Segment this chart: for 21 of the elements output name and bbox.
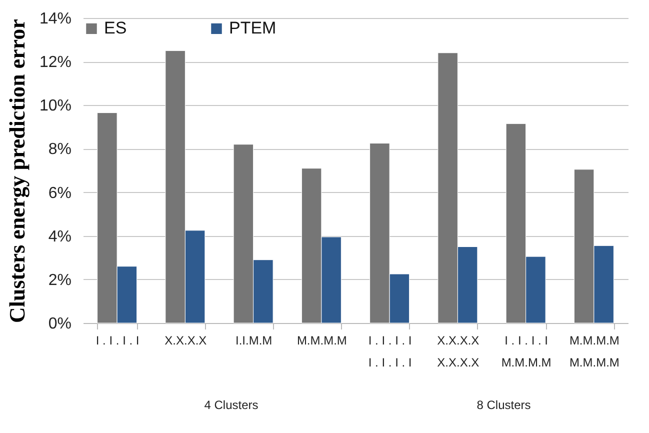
legend-label: ES — [104, 18, 127, 38]
y-tick-label: 0% — [48, 316, 72, 332]
x-tick-label: I . I . I . I — [96, 334, 140, 348]
text: 8 Clusters — [476, 398, 532, 412]
x-tick-label: I.I.M.M — [235, 334, 272, 348]
y-tick-label: 4% — [48, 228, 72, 246]
legend-label: PTEM — [229, 18, 276, 38]
y-tick-label: 8% — [48, 141, 72, 158]
x-tick-label: X.X.X.X — [164, 334, 207, 348]
y-tick-label: 12% — [39, 54, 72, 72]
text: 4 Clusters — [203, 398, 260, 412]
y-tick-label: 10% — [39, 98, 72, 115]
x-tick-label: M.M.M.M M.M.M.M — [569, 334, 620, 370]
y-tick-label: 2% — [48, 272, 72, 289]
x-tick-label: I . I . I . I M.M.M.M — [501, 334, 552, 370]
x-tick-label: I . I . I . I I . I . I . I — [368, 334, 412, 370]
x-tick-label: X.X.X.X X.X.X.X — [437, 334, 480, 370]
y-tick-label: 6% — [48, 184, 72, 202]
y-axis-title: Clusters energy prediction error — [4, 18, 30, 324]
y-tick-label: 14% — [39, 10, 72, 28]
x-tick-label: M.M.M.M — [296, 334, 347, 348]
